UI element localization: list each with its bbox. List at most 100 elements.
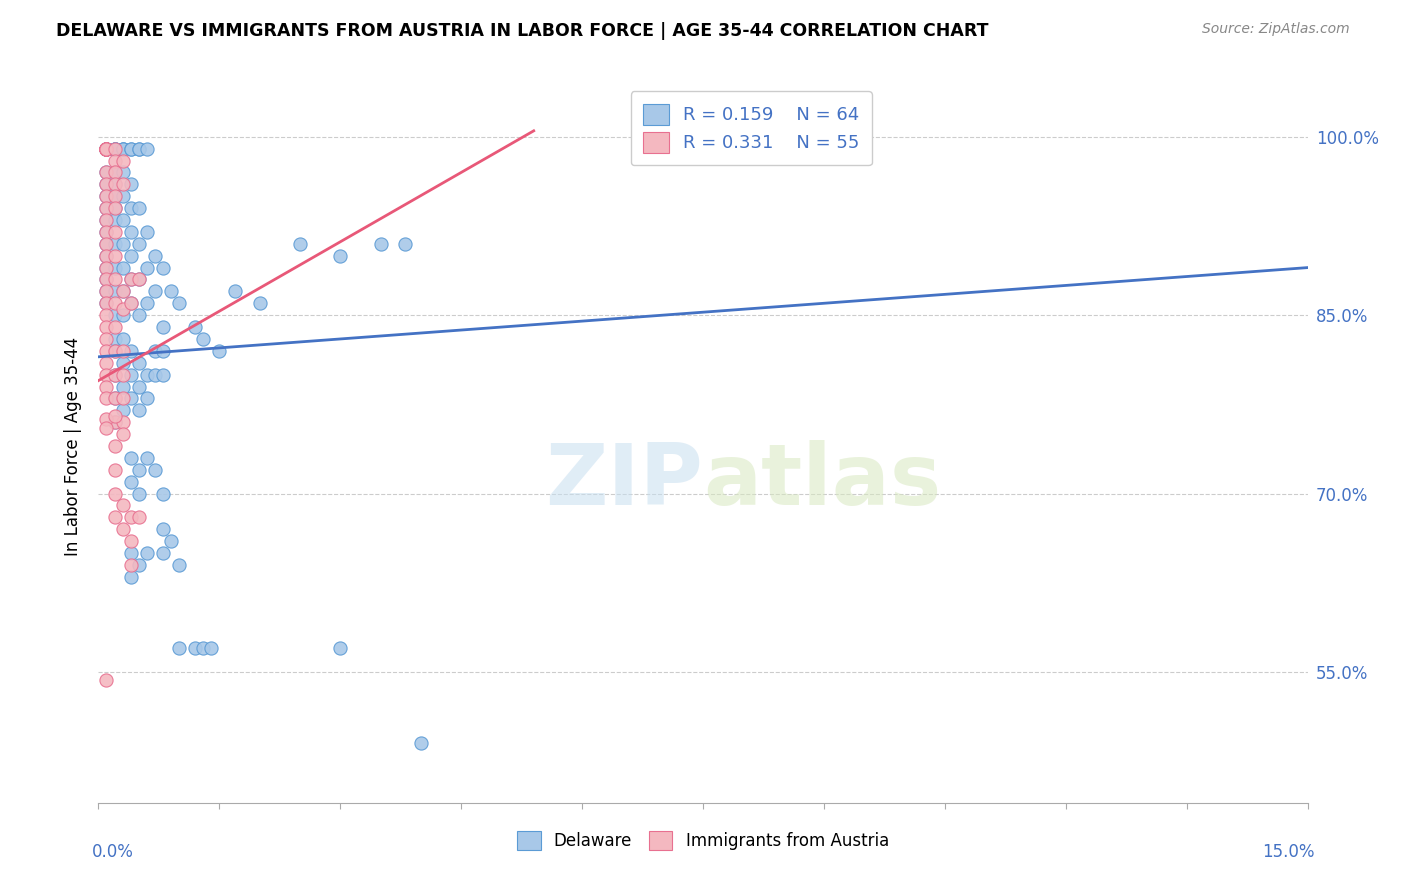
Point [120,142,142,156]
Point [135,225,157,239]
Point [111,522,134,536]
Point [111,308,134,322]
Point [96,142,118,156]
Point [96,165,118,179]
Point [96,356,118,370]
Point [103,368,125,382]
Point [96,142,118,156]
Point [96,320,118,334]
Point [96,236,118,251]
Point [96,142,118,156]
Point [120,272,142,286]
Point [103,409,125,424]
Point [160,534,183,549]
Point [184,641,207,656]
Point [96,332,118,346]
Point [103,320,125,334]
Point [96,225,118,239]
Point [111,213,134,227]
Point [96,142,118,156]
Point [193,332,215,346]
Point [103,165,125,179]
Point [103,285,125,299]
Point [96,213,118,227]
Point [111,499,134,513]
Y-axis label: In Labor Force | Age 35-44: In Labor Force | Age 35-44 [65,336,83,556]
Point [96,285,118,299]
Point [120,201,142,215]
Point [103,236,125,251]
Point [103,392,125,406]
Point [103,142,125,156]
Point [128,201,150,215]
Text: DELAWARE VS IMMIGRANTS FROM AUSTRIA IN LABOR FORCE | AGE 35-44 CORRELATION CHART: DELAWARE VS IMMIGRANTS FROM AUSTRIA IN L… [56,22,988,40]
Point [111,392,134,406]
Point [96,142,118,156]
Text: 15.0%: 15.0% [1263,843,1315,861]
Point [96,236,118,251]
Point [135,392,157,406]
Point [152,368,174,382]
Point [120,296,142,310]
Point [111,285,134,299]
Point [111,178,134,192]
Point [111,153,134,168]
Point [120,510,142,524]
Point [103,260,125,275]
Point [103,343,125,358]
Point [135,260,157,275]
Point [128,272,150,286]
Point [103,463,125,477]
Point [111,142,134,156]
Point [96,201,118,215]
Point [135,296,157,310]
Point [152,522,174,536]
Point [103,343,125,358]
Point [96,142,118,156]
Point [111,260,134,275]
Point [96,379,118,393]
Point [111,356,134,370]
Point [103,486,125,500]
Point [249,296,271,310]
Point [103,415,125,429]
Point [111,427,134,442]
Point [120,142,142,156]
Point [96,165,118,179]
Point [111,189,134,203]
Point [96,213,118,227]
Point [103,201,125,215]
Point [96,296,118,310]
Point [120,343,142,358]
Point [409,736,432,750]
Point [111,165,134,179]
Point [128,236,150,251]
Point [135,368,157,382]
Point [128,558,150,572]
Point [103,308,125,322]
Text: atlas: atlas [703,440,941,524]
Point [96,272,118,286]
Point [128,356,150,370]
Text: 0.0%: 0.0% [91,843,134,861]
Point [193,641,215,656]
Point [96,272,118,286]
Point [128,510,150,524]
Legend: Delaware, Immigrants from Austria: Delaware, Immigrants from Austria [509,822,897,859]
Point [103,178,125,192]
Point [152,320,174,334]
Point [128,403,150,417]
Point [111,332,134,346]
Point [96,249,118,263]
Point [96,673,118,688]
Point [128,142,150,156]
Point [103,225,125,239]
Point [96,343,118,358]
Point [111,379,134,393]
Point [120,546,142,560]
Point [120,534,142,549]
Point [135,450,157,465]
Point [103,272,125,286]
Point [329,249,352,263]
Point [135,142,157,156]
